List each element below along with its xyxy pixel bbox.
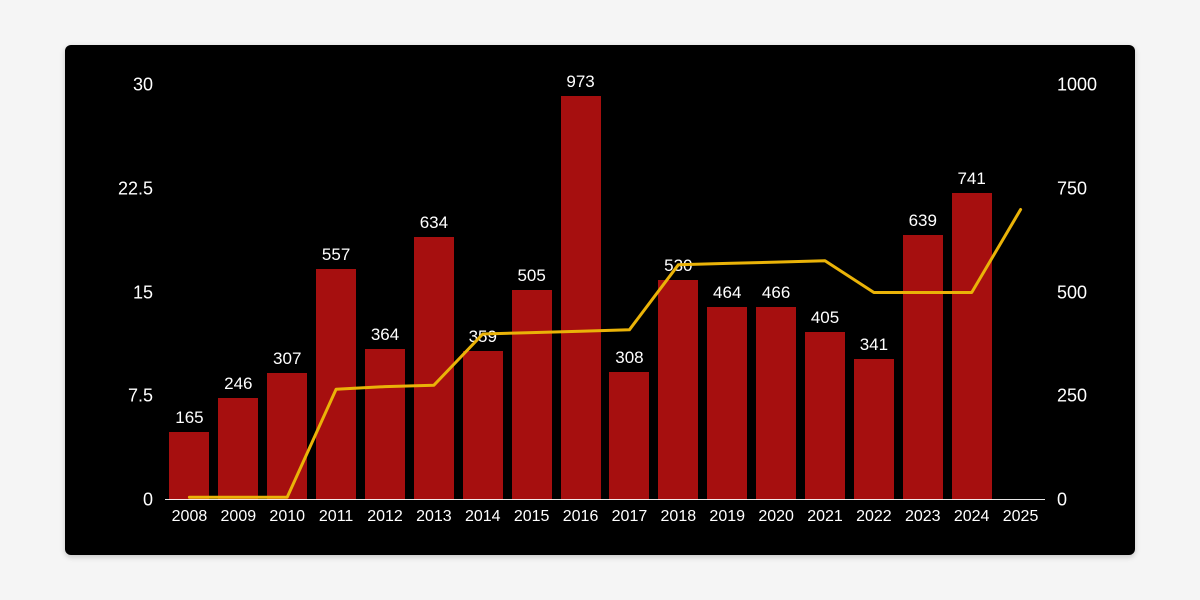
y-left-tick-label: 0 [143,490,153,511]
x-tick-label: 2012 [367,508,403,526]
bar-value-label: 741 [957,169,985,189]
bar [169,432,209,500]
bar-value-label: 405 [811,308,839,328]
y-right-tick-label: 750 [1057,178,1087,199]
plot-area: 1652463075573646343595059733085304644664… [165,85,1045,500]
bar [805,332,845,500]
y-right-tick-label: 500 [1057,282,1087,303]
x-tick-label: 2020 [758,508,794,526]
chart-frame: 165 246 307 557 364 634 359 505 973 308 530 464 466 4… [65,45,1135,555]
bar [218,398,258,500]
bar-value-label: 639 [909,211,937,231]
bar [609,372,649,500]
bar [365,349,405,500]
y-right-tick-label: 0 [1057,490,1067,511]
bar [463,351,503,500]
bar [952,193,992,501]
bar-value-label: 505 [517,266,545,286]
page-background: 165 246 307 557 364 634 359 505 973 308 530 464 466 4… [0,0,1200,600]
x-tick-label: 2024 [954,508,990,526]
bar-value-label: 364 [371,325,399,345]
x-axis-baseline [165,499,1045,500]
bar-value-label: 634 [420,213,448,233]
bar-value-label: 466 [762,283,790,303]
y-left-tick-label: 30 [133,75,153,96]
x-tick-label: 2015 [514,508,550,526]
bar-value-label: 308 [615,348,643,368]
x-tick-label: 2021 [807,508,843,526]
x-tick-label: 2022 [856,508,892,526]
bar [316,269,356,500]
bar [707,307,747,500]
bar-value-label: 246 [224,374,252,394]
x-tick-label: 2016 [563,508,599,526]
x-tick-label: 2017 [612,508,648,526]
bar [854,359,894,501]
bar [658,280,698,500]
bar-value-label: 165 [175,408,203,428]
x-tick-label: 2019 [709,508,745,526]
x-tick-label: 2011 [319,508,353,526]
x-tick-label: 2008 [172,508,208,526]
bar-value-label: 341 [860,335,888,355]
bar-value-label: 464 [713,283,741,303]
y-right-tick-label: 250 [1057,386,1087,407]
bar [414,237,454,500]
bar-value-label: 307 [273,349,301,369]
bar [756,307,796,500]
x-tick-label: 2010 [269,508,305,526]
bar [267,373,307,500]
bar [512,290,552,500]
bar [561,96,601,500]
x-tick-label: 2009 [221,508,257,526]
bar-value-label: 973 [566,72,594,92]
bar-value-label: 530 [664,256,692,276]
x-tick-label: 2018 [661,508,697,526]
bar-value-label: 557 [322,245,350,265]
y-left-tick-label: 22.5 [118,178,153,199]
x-tick-label: 2025 [1003,508,1039,526]
line-path [189,210,1020,498]
bar-value-label: 359 [469,327,497,347]
x-tick-label: 2023 [905,508,941,526]
bar [903,235,943,500]
x-tick-label: 2014 [465,508,501,526]
y-right-tick-label: 1000 [1057,75,1097,96]
y-left-tick-label: 7.5 [128,386,153,407]
x-tick-label: 2013 [416,508,452,526]
y-left-tick-label: 15 [133,282,153,303]
